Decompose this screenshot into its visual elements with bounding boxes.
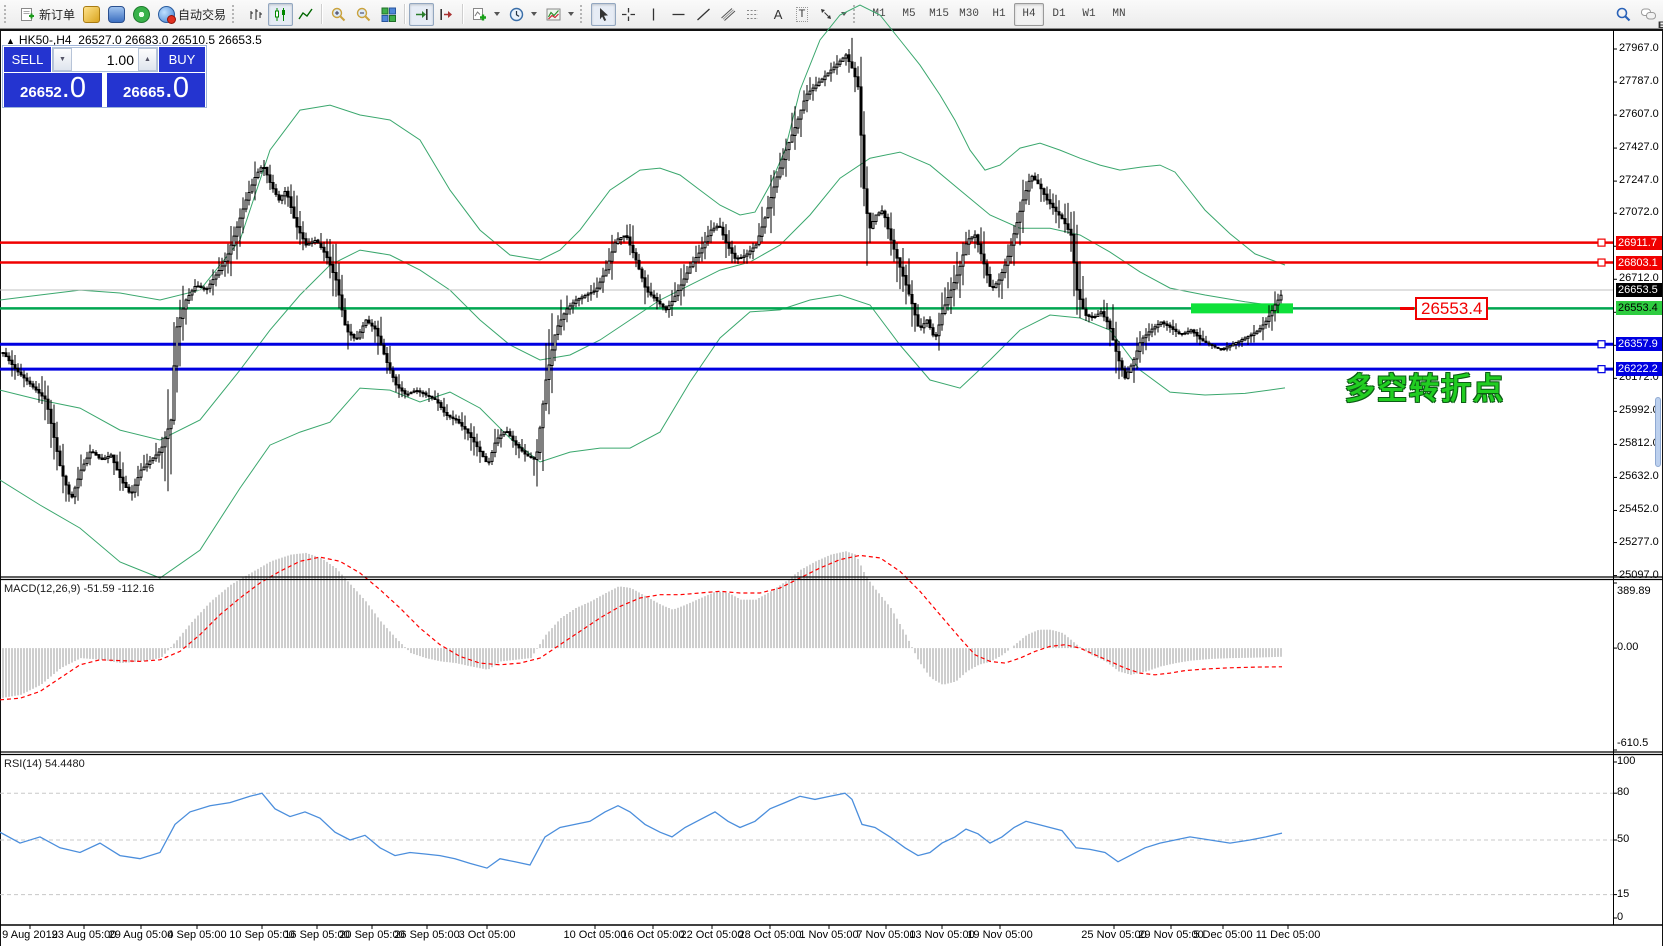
buy-price-int: 26665 <box>123 84 165 101</box>
horizontal-line-icon <box>670 6 687 23</box>
volume-input[interactable]: 1.00 <box>106 51 134 68</box>
price-annotation-box[interactable]: 26553.4 <box>1415 297 1489 320</box>
shapes-button[interactable] <box>814 3 851 26</box>
cursor-icon <box>595 6 612 23</box>
profile-button[interactable] <box>104 3 129 26</box>
sell-price-frac: .0 <box>61 72 86 104</box>
volume-down-button[interactable]: ▼ <box>53 48 72 71</box>
indicators-add-icon <box>471 6 488 23</box>
vertical-line-icon <box>645 6 662 23</box>
crosshair-icon <box>620 6 637 23</box>
timeframe-mn-button[interactable]: MN <box>1104 3 1134 26</box>
new-order-label: 新订单 <box>39 7 76 22</box>
rsi-indicator-label: RSI(14) 54.4480 <box>4 758 85 770</box>
channel-button[interactable]: E <box>716 3 1663 30</box>
signals-button[interactable] <box>129 3 154 26</box>
chart-shift-icon <box>438 6 455 23</box>
symbol-period-label: HK50-,H4 <box>18 33 72 47</box>
volume-up-button[interactable]: ▲ <box>138 48 157 71</box>
fibonacci-letter: F <box>1658 20 1663 30</box>
macd-indicator-label: MACD(12,26,9) -51.59 -112.16 <box>4 583 155 595</box>
chart-window[interactable] <box>0 29 1663 946</box>
candlestick-chart-icon <box>272 6 289 23</box>
horizontal-line-button[interactable] <box>666 3 691 26</box>
bar-chart-button[interactable] <box>243 3 268 26</box>
timeframe-w1-button[interactable]: W1 <box>1074 3 1104 26</box>
new-order-button[interactable]: 新订单 <box>15 3 79 26</box>
tile-windows-button[interactable] <box>376 3 401 26</box>
timeframe-m30-button[interactable]: M30 <box>954 3 984 26</box>
bar-chart-icon <box>247 6 264 23</box>
clock-icon <box>508 6 525 23</box>
new-order-icon <box>19 6 36 23</box>
gold-icon <box>83 5 101 23</box>
one-click-trading-panel: SELL ▼ 1.00 ▲ BUY 26652.0 26665.0 <box>2 45 207 108</box>
equidistant-channel-icon <box>720 6 737 23</box>
autotrading-icon <box>158 5 177 24</box>
toolbar-grip[interactable] <box>232 5 239 23</box>
line-chart-icon <box>297 6 314 23</box>
toolbar: 新订单 自动交易 E F A T M1 M5 M15 M30 H1 H4 D1 … <box>0 0 1663 30</box>
sell-price-display[interactable]: 26652.0 <box>4 73 102 107</box>
autotrading-button[interactable]: 自动交易 <box>154 3 230 26</box>
toolbar-grip[interactable] <box>853 5 860 23</box>
indicators-button[interactable] <box>467 3 504 26</box>
cn-annotation-text: 多空转折点 <box>1345 373 1505 406</box>
auto-scroll-icon <box>413 6 430 23</box>
toolbar-grip[interactable] <box>4 5 11 23</box>
text-button[interactable]: A <box>766 3 790 26</box>
timeframe-m1-button[interactable]: M1 <box>864 3 894 26</box>
timeframe-h4-button[interactable]: H4 <box>1014 2 1045 26</box>
timeframe-h1-button[interactable]: H1 <box>984 3 1014 26</box>
trendline-button[interactable] <box>691 3 716 26</box>
channel-letter: E <box>1657 20 1663 30</box>
candlestick-chart-button[interactable] <box>268 2 294 26</box>
ohlc-values: 26527.0 26683.0 26510.5 26653.5 <box>78 33 262 47</box>
zoom-out-icon <box>355 6 372 23</box>
buy-price-display[interactable]: 26665.0 <box>107 73 205 107</box>
trendline-icon <box>695 6 712 23</box>
signals-icon <box>133 5 151 23</box>
label-button[interactable]: T <box>790 3 814 26</box>
crosshair-button[interactable] <box>616 3 641 26</box>
chat-button[interactable] <box>1636 3 1661 26</box>
text-tool-icon: A <box>773 6 783 22</box>
collapse-panel-icon[interactable]: ▲ <box>6 36 15 46</box>
label-tool-icon: T <box>795 6 809 22</box>
timeframe-m15-button[interactable]: M15 <box>924 3 954 26</box>
profile-icon <box>108 5 126 23</box>
templates-button[interactable] <box>541 3 578 26</box>
timeframe-d1-button[interactable]: D1 <box>1044 3 1074 26</box>
gold-button[interactable] <box>79 3 104 26</box>
buy-button[interactable]: BUY <box>159 47 205 72</box>
autotrading-label: 自动交易 <box>178 7 227 22</box>
sell-price-int: 26652 <box>20 84 62 101</box>
price-annotation-dash <box>1400 307 1414 310</box>
shapes-icon <box>818 6 835 23</box>
timeframe-m5-button[interactable]: M5 <box>894 3 924 26</box>
toolbar-grip[interactable] <box>580 5 587 23</box>
sell-button[interactable]: SELL <box>4 47 51 72</box>
tile-windows-icon <box>380 6 397 23</box>
zoom-in-button[interactable] <box>326 3 351 26</box>
zoom-out-button[interactable] <box>351 3 376 26</box>
fibonacci-button[interactable]: F <box>741 3 1663 30</box>
fibonacci-icon <box>745 6 762 23</box>
search-button[interactable] <box>1611 3 1636 26</box>
periods-button[interactable] <box>504 3 541 26</box>
search-icon <box>1615 6 1632 23</box>
chart-shift-button[interactable] <box>434 3 459 26</box>
buy-price-frac: .0 <box>164 72 189 104</box>
cursor-button[interactable] <box>591 2 617 26</box>
template-icon <box>545 6 562 23</box>
auto-scroll-button[interactable] <box>409 2 435 26</box>
volume-stepper: ▼ 1.00 ▲ <box>52 47 158 72</box>
chat-icon <box>1640 6 1657 23</box>
chart-title: ▲ HK50-,H4 26527.0 26683.0 26510.5 26653.… <box>6 33 262 47</box>
zoom-in-icon <box>330 6 347 23</box>
scrollbar-thumb[interactable] <box>1655 397 1661 467</box>
line-chart-button[interactable] <box>293 3 318 26</box>
vertical-line-button[interactable] <box>641 3 666 26</box>
